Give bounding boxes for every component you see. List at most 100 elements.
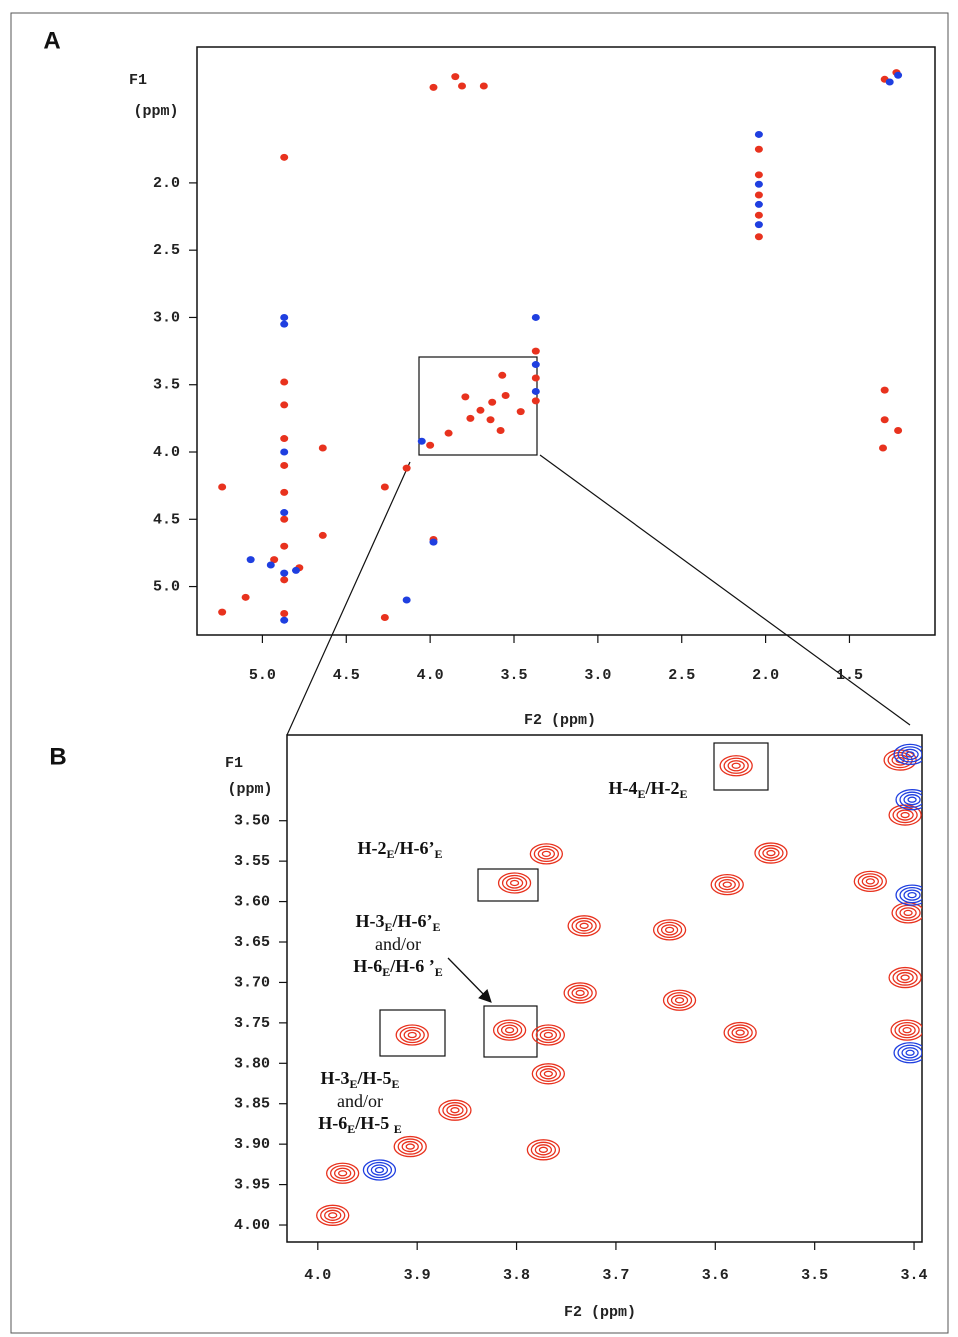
peak bbox=[280, 569, 289, 577]
peak bbox=[476, 406, 485, 414]
contour-ring bbox=[891, 754, 909, 766]
contour-ring bbox=[897, 746, 922, 763]
contour-ring bbox=[897, 1044, 922, 1061]
contour-ring bbox=[579, 922, 589, 929]
contour-ring bbox=[530, 1141, 557, 1158]
peak bbox=[662, 989, 697, 1011]
contour-ring bbox=[509, 879, 520, 887]
contour-ring bbox=[723, 1021, 757, 1044]
annotation: H-3E/H-6’E bbox=[355, 911, 440, 934]
panel-label: A bbox=[43, 27, 60, 54]
peak bbox=[280, 515, 289, 523]
peak bbox=[280, 616, 289, 624]
annotation-subscript: E bbox=[347, 1122, 355, 1136]
contour-ring bbox=[762, 847, 780, 859]
contour-ring bbox=[316, 1204, 350, 1226]
contour-ring bbox=[567, 915, 601, 937]
peak bbox=[754, 221, 763, 229]
contour-ring bbox=[896, 971, 914, 984]
contour-ring bbox=[896, 809, 914, 821]
contour-ring bbox=[529, 843, 564, 865]
peak bbox=[402, 596, 411, 604]
peak bbox=[893, 743, 922, 766]
peak bbox=[754, 233, 763, 241]
annotation: H-6E/H-5 E bbox=[318, 1113, 402, 1136]
annotation-text: /H-2 bbox=[645, 778, 680, 798]
contour-ring bbox=[500, 1024, 519, 1036]
zoom-box bbox=[418, 356, 538, 456]
y-axis-label: F1 bbox=[225, 755, 243, 772]
peak bbox=[894, 71, 903, 79]
x-tick-label: 3.5 bbox=[500, 667, 527, 684]
x-tick-label: 3.4 bbox=[901, 1267, 928, 1284]
peak bbox=[531, 361, 540, 369]
annotation-subscript: E bbox=[435, 847, 443, 861]
peak bbox=[894, 426, 903, 434]
annotation-text: /H-5 bbox=[354, 1113, 394, 1133]
contour-ring bbox=[903, 889, 921, 901]
y-tick-label: 3.60 bbox=[234, 894, 270, 911]
peak bbox=[880, 416, 889, 424]
contour-ring bbox=[538, 1146, 549, 1153]
annotation-text: /H-6’ bbox=[394, 838, 435, 858]
peak bbox=[883, 749, 917, 771]
contour-ring bbox=[504, 1026, 515, 1034]
peak bbox=[531, 313, 540, 321]
contour-ring bbox=[397, 1138, 423, 1155]
contour-ring bbox=[531, 1024, 566, 1046]
peak bbox=[280, 378, 289, 386]
peak bbox=[417, 437, 426, 445]
peak bbox=[719, 755, 753, 777]
peak-boxes bbox=[379, 742, 769, 1058]
peak bbox=[754, 191, 763, 199]
contour-ring bbox=[901, 1047, 919, 1059]
y-tick-label: 2.0 bbox=[153, 175, 180, 192]
annotation-text: /H-6 ’ bbox=[389, 956, 435, 976]
peak bbox=[754, 180, 763, 188]
annotation-subscript: E bbox=[384, 920, 392, 934]
peak bbox=[438, 1099, 472, 1121]
annotation-text: and/or bbox=[375, 934, 421, 954]
plot-frame bbox=[196, 46, 936, 636]
contour-ring bbox=[670, 994, 689, 1006]
contour-ring bbox=[727, 760, 745, 772]
contour-ring bbox=[537, 848, 556, 860]
y-tick-label: 3.85 bbox=[234, 1096, 270, 1113]
contour-ring bbox=[900, 811, 910, 819]
peak bbox=[652, 919, 687, 941]
contour-ring bbox=[374, 1166, 385, 1174]
annotation-text: H-6 bbox=[318, 1113, 347, 1133]
peak bbox=[451, 73, 460, 81]
peak bbox=[479, 82, 488, 90]
contour-ring bbox=[905, 1049, 915, 1056]
peak bbox=[754, 145, 763, 153]
contour-ring bbox=[399, 1026, 425, 1044]
contour-ring bbox=[575, 989, 585, 997]
contour-ring bbox=[903, 909, 913, 917]
annotation: and/or bbox=[375, 934, 421, 954]
contour-ring bbox=[446, 1104, 464, 1116]
x-tick-label: 5.0 bbox=[249, 667, 276, 684]
peak bbox=[429, 538, 438, 546]
contour-ring bbox=[526, 1139, 561, 1161]
peak bbox=[885, 78, 894, 86]
annotation-text: H-3 bbox=[320, 1068, 349, 1088]
x-tick-label: 4.0 bbox=[417, 667, 444, 684]
y-tick-label: 3.80 bbox=[234, 1055, 270, 1072]
peak bbox=[531, 397, 540, 405]
contour-ring bbox=[907, 796, 917, 803]
peak bbox=[879, 444, 888, 452]
figure-frame bbox=[10, 12, 949, 1334]
contour-ring bbox=[899, 791, 922, 808]
contour-ring bbox=[497, 872, 532, 894]
peak bbox=[531, 1063, 566, 1085]
annotation: H-3E/H-5E bbox=[320, 1068, 399, 1091]
peak bbox=[291, 566, 300, 574]
peak bbox=[280, 435, 289, 443]
contour-ring bbox=[320, 1207, 346, 1224]
contour-ring bbox=[865, 878, 875, 885]
annotation-arrow bbox=[447, 957, 492, 1003]
peak bbox=[246, 556, 255, 564]
peak bbox=[280, 153, 289, 161]
